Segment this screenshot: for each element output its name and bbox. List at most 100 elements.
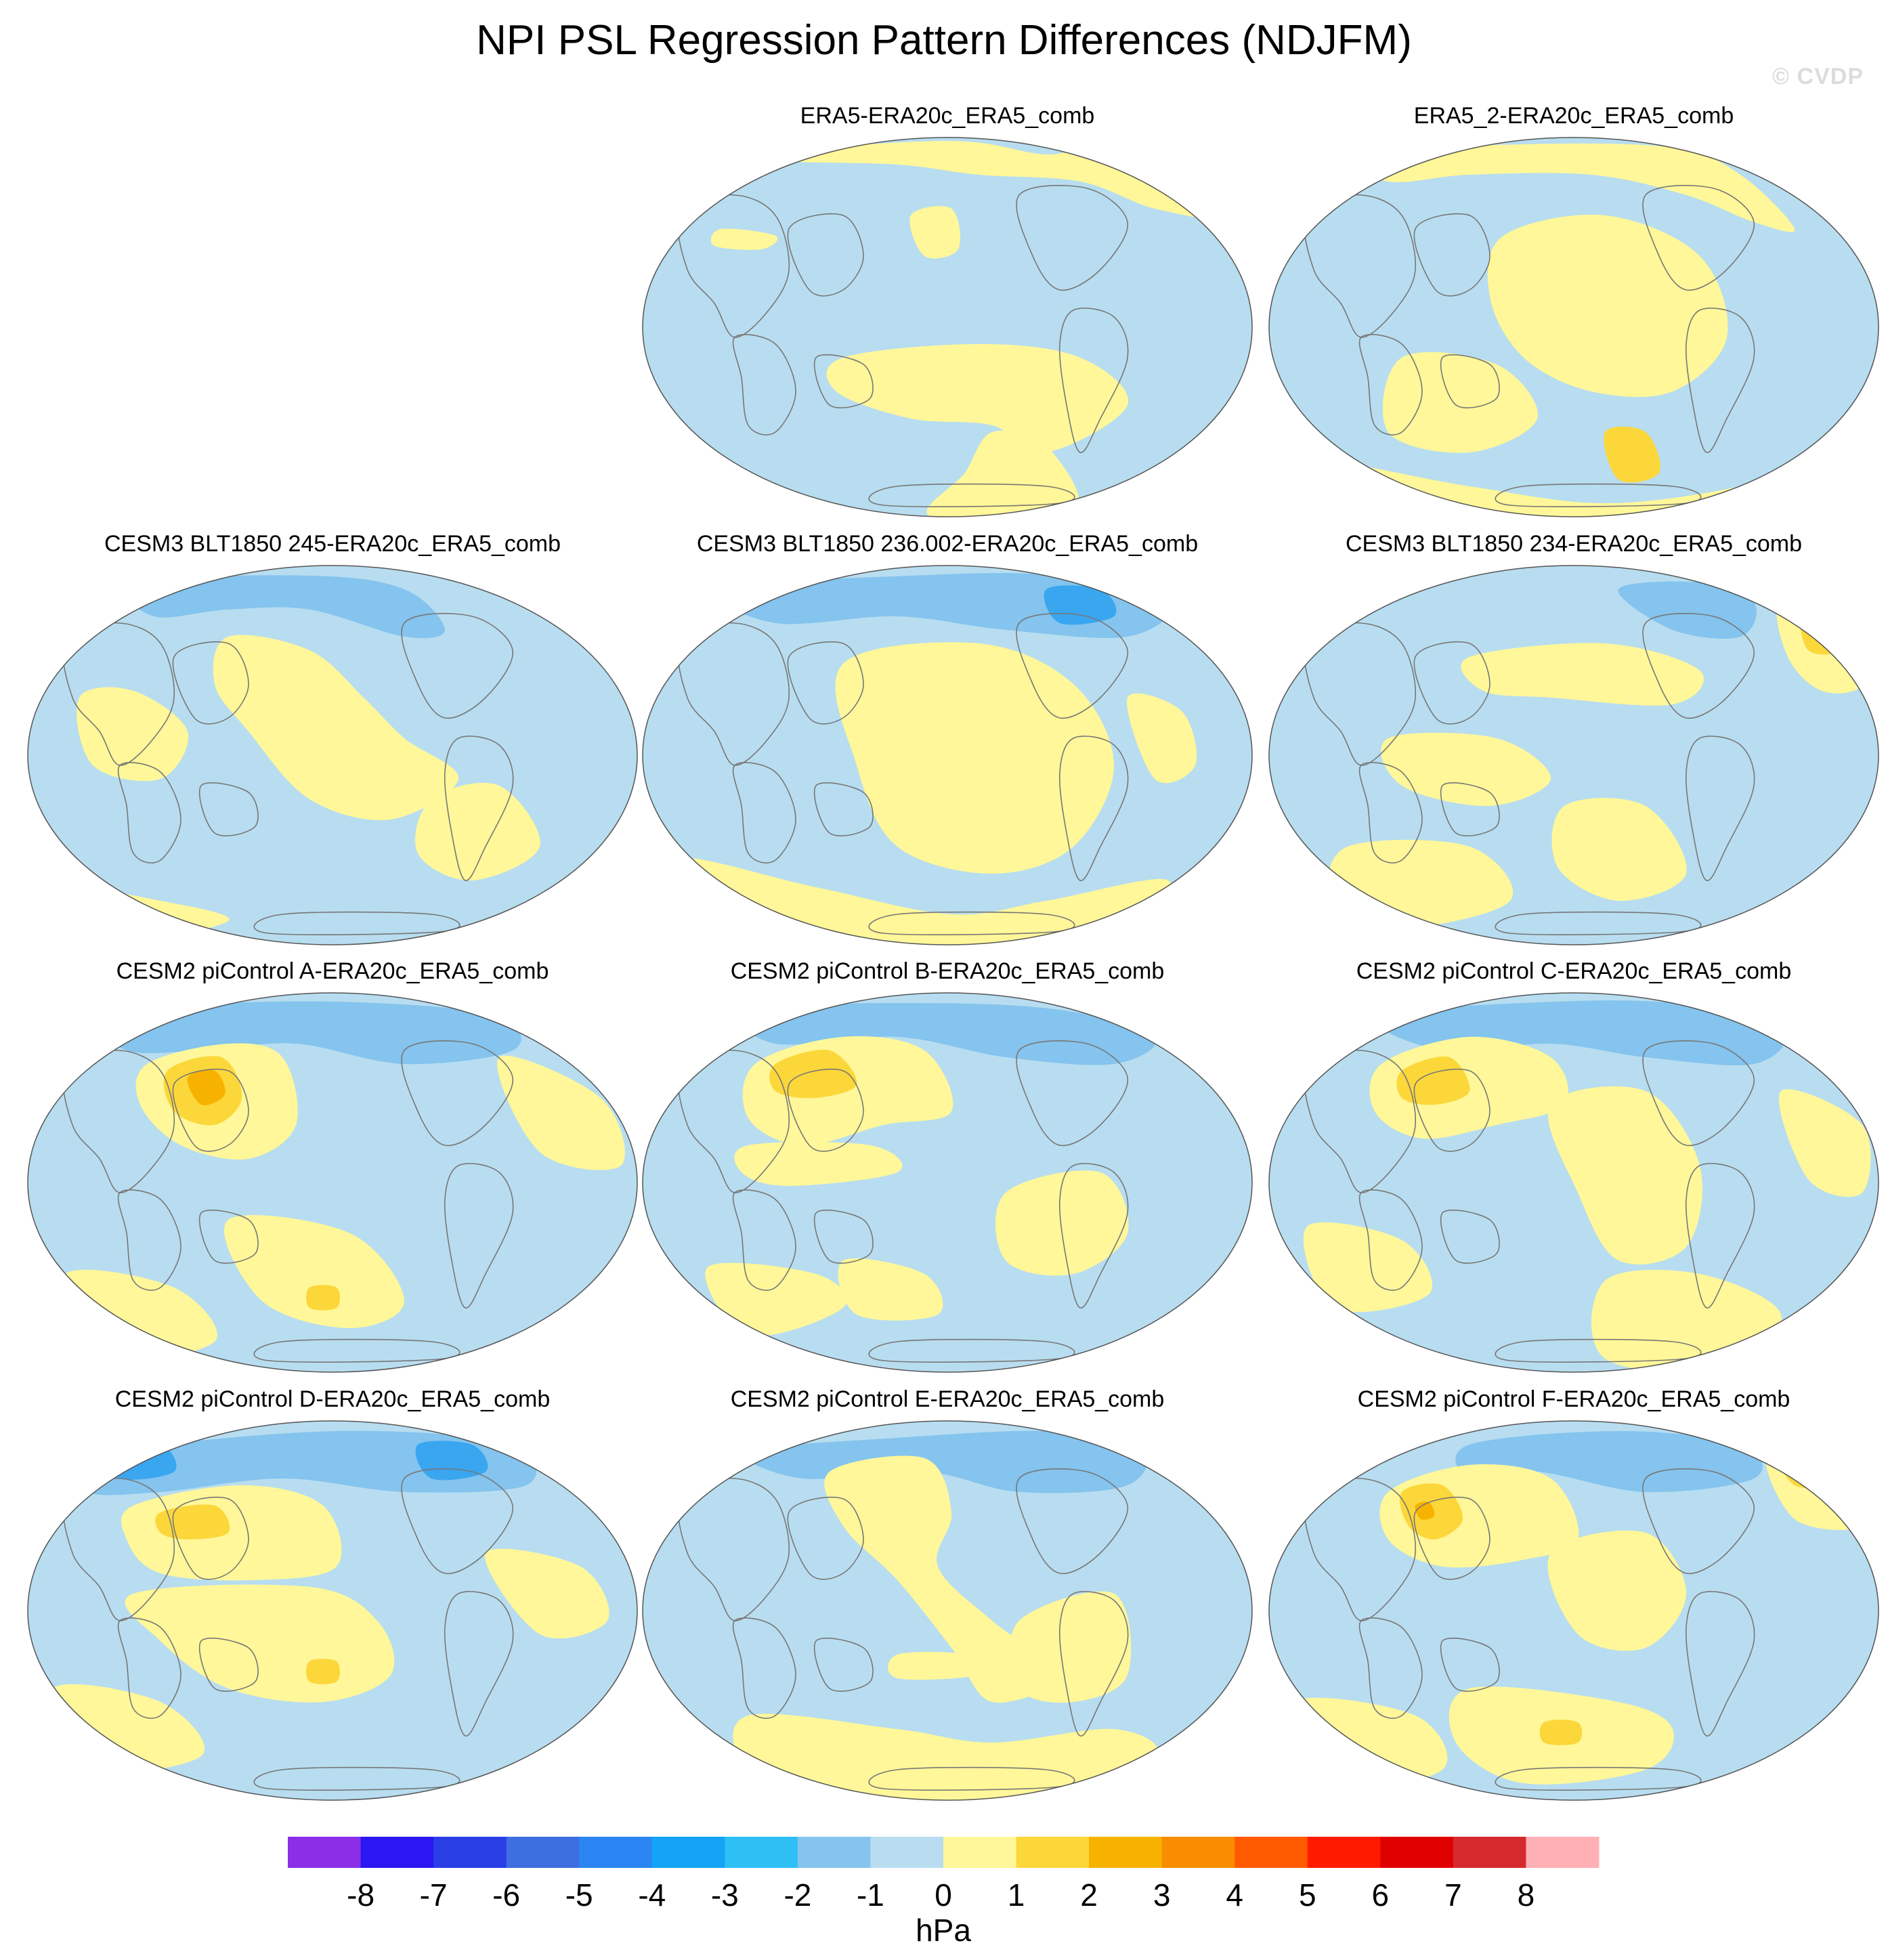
- map-border: [1268, 137, 1879, 517]
- coastline: [677, 1049, 790, 1193]
- contour-region: [104, 1443, 177, 1480]
- colorbar-tick-label: -3: [711, 1877, 739, 1913]
- colorbar-swatch: [1235, 1837, 1308, 1868]
- colorbar-swatch: [433, 1837, 507, 1868]
- figure-title: NPI PSL Regression Pattern Differences (…: [476, 17, 1412, 64]
- coastline: [732, 1189, 796, 1291]
- map-border: [642, 1420, 1253, 1801]
- colorbar-unit-label: hPa: [916, 1913, 971, 1948]
- map-border: [1268, 565, 1879, 945]
- contour-region: [1341, 143, 1795, 232]
- coastline: [1016, 613, 1128, 719]
- coastline: [62, 1477, 175, 1621]
- panel-title: ERA5_2-ERA20c_ERA5_comb: [1413, 103, 1734, 129]
- map-panel: ERA5-ERA20c_ERA5_comb: [640, 102, 1255, 521]
- robinson-map: [27, 1420, 638, 1801]
- colorbar-swatch: [1453, 1837, 1526, 1868]
- contour-region: [305, 1285, 341, 1311]
- contour-region: [415, 782, 540, 881]
- colorbar-swatch: [288, 1837, 362, 1868]
- coastline: [1358, 334, 1423, 435]
- map-border: [642, 565, 1253, 945]
- contour-region: [484, 1548, 609, 1639]
- coastline: [117, 1189, 181, 1291]
- contour-region: [1539, 1720, 1583, 1745]
- coastline: [787, 641, 864, 725]
- contour-region: [305, 1659, 341, 1684]
- colorbar-tick-label: -6: [492, 1877, 520, 1913]
- coastline: [444, 736, 514, 881]
- coastline: [1642, 613, 1755, 719]
- coastline: [1413, 213, 1490, 297]
- coastline: [1440, 1638, 1500, 1692]
- panel-title: CESM2 piControl B-ERA20c_ERA5_comb: [730, 958, 1165, 984]
- map-panel: CESM3 BLT1850 245-ERA20c_ERA5_comb: [25, 530, 640, 950]
- map-panel: ERA5_2-ERA20c_ERA5_comb: [1266, 102, 1881, 521]
- colorbar-swatch: [651, 1837, 725, 1868]
- robinson-map: [1268, 565, 1879, 945]
- map-panel: CESM2 piControl C-ERA20c_ERA5_comb: [1266, 957, 1881, 1377]
- panel-title: CESM2 piControl C-ERA20c_ERA5_comb: [1356, 958, 1792, 984]
- coastline: [444, 1163, 514, 1308]
- coastline: [1303, 622, 1417, 766]
- coastline: [1413, 1068, 1490, 1152]
- contour-region: [1778, 1089, 1871, 1197]
- map-panel: CESM3 BLT1850 236.002-ERA20c_ERA5_comb: [640, 530, 1255, 950]
- coastline: [1685, 307, 1755, 453]
- coastline: [787, 1068, 864, 1152]
- field-background: [643, 993, 1252, 1372]
- map-panel: CESM2 piControl F-ERA20c_ERA5_comb: [1266, 1385, 1881, 1805]
- map-panel: CESM2 piControl A-ERA20c_ERA5_comb: [25, 957, 640, 1377]
- panel-title: ERA5-ERA20c_ERA5_comb: [800, 103, 1095, 129]
- coastline: [1642, 185, 1755, 291]
- panel-title: CESM2 piControl A-ERA20c_ERA5_comb: [116, 958, 549, 984]
- contour-region: [1303, 1222, 1433, 1313]
- map-panel: CESM2 piControl B-ERA20c_ERA5_comb: [640, 957, 1255, 1377]
- contour-region: [888, 1651, 983, 1680]
- colorbar-tick-label: -7: [420, 1877, 448, 1913]
- colorbar-tick-label: 5: [1299, 1877, 1316, 1913]
- contour-region: [1396, 1057, 1470, 1105]
- colorbar-swatch: [725, 1837, 798, 1868]
- coastline: [787, 1496, 864, 1580]
- coastline: [198, 1638, 259, 1692]
- contour-region: [1381, 732, 1551, 807]
- robinson-map: [642, 1420, 1253, 1801]
- map-border: [1268, 1420, 1879, 1801]
- coastline: [1642, 1468, 1755, 1575]
- coastline: [1642, 1040, 1755, 1147]
- panel-title: CESM3 BLT1850 245-ERA20c_ERA5_comb: [104, 531, 561, 557]
- map-panel: CESM3 BLT1850 234-ERA20c_ERA5_comb: [1266, 530, 1881, 950]
- contour-region: [123, 575, 446, 639]
- contour-region: [769, 1050, 857, 1099]
- map-border: [27, 992, 638, 1373]
- map-panel: CESM2 piControl D-ERA20c_ERA5_comb: [25, 1385, 640, 1805]
- robinson-map: [1268, 992, 1879, 1373]
- colorbar-swatch: [1526, 1837, 1600, 1868]
- robinson-map: [642, 137, 1253, 517]
- panel-title: CESM3 BLT1850 234-ERA20c_ERA5_comb: [1345, 531, 1803, 557]
- coastline: [62, 1049, 175, 1193]
- colorbar-tick-label: -1: [857, 1877, 884, 1913]
- coastline: [813, 354, 874, 408]
- contour-region: [1010, 1591, 1132, 1703]
- contour-region: [1548, 1086, 1702, 1264]
- contour-region: [497, 1055, 625, 1170]
- coastline: [1303, 194, 1417, 338]
- coastline: [732, 762, 796, 864]
- map-border: [27, 1420, 638, 1801]
- coastline: [1058, 1591, 1129, 1737]
- coastline: [677, 1477, 790, 1621]
- panel-title: CESM2 piControl D-ERA20c_ERA5_comb: [114, 1386, 551, 1412]
- robinson-map: [642, 565, 1253, 945]
- contour-region: [1604, 426, 1660, 483]
- contour-region: [744, 1430, 1149, 1493]
- coastline: [401, 1468, 513, 1575]
- colorbar-swatch: [579, 1837, 653, 1868]
- colorbar-tick-label: -2: [784, 1877, 811, 1913]
- colorbar-swatch: [797, 1837, 871, 1868]
- coastline: [1058, 307, 1129, 453]
- coastline: [1413, 1496, 1490, 1580]
- contour-region: [1618, 581, 1757, 639]
- coastline: [1303, 1477, 1417, 1621]
